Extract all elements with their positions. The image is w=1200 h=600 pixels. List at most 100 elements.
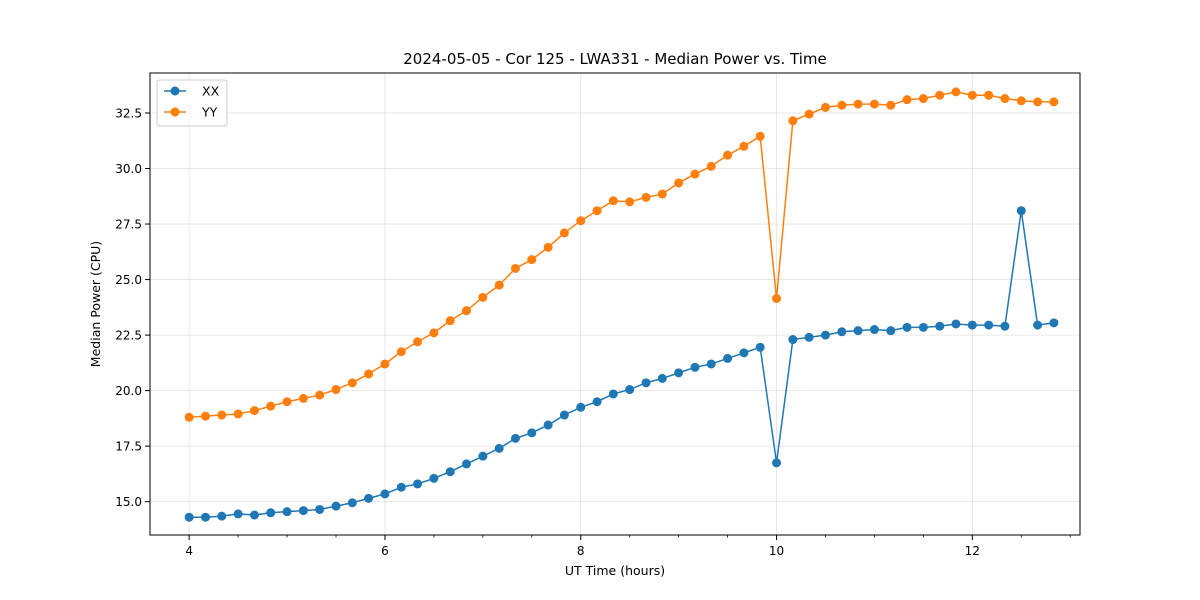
series-yy-point — [657, 189, 667, 199]
series-xx-point — [608, 389, 618, 399]
series-xx-point — [984, 320, 994, 330]
series-xx — [184, 206, 1059, 522]
series-xx-point — [461, 459, 471, 469]
series-yy-point — [217, 410, 227, 420]
series-xx-point — [951, 319, 961, 329]
x-axis-label: UT Time (hours) — [565, 563, 665, 578]
series-yy-point — [951, 87, 961, 97]
series-yy-point — [1033, 97, 1043, 107]
series-xx-point — [298, 506, 308, 516]
series-yy-point — [576, 216, 586, 226]
series-xx-point — [837, 327, 847, 337]
chart-title: 2024-05-05 - Cor 125 - LWA331 - Median P… — [403, 50, 827, 68]
series-yy-point — [201, 411, 211, 421]
plot-frame — [149, 72, 1081, 536]
series-xx-point — [331, 501, 341, 511]
series-xx-point — [804, 332, 814, 342]
series-xx-point — [723, 353, 733, 363]
series-yy-point — [396, 347, 406, 357]
series-yy-point — [1049, 97, 1059, 107]
y-axis-label: Median Power (CPU) — [88, 241, 103, 367]
series-yy-point — [494, 280, 504, 290]
x-tick-label: 6 — [381, 544, 389, 558]
series-xx-point — [429, 473, 439, 483]
x-tick-label: 4 — [185, 544, 193, 558]
series-yy-point — [380, 359, 390, 369]
series-xx-point — [559, 410, 569, 420]
series-yy-point — [1000, 94, 1010, 104]
series-yy-point — [755, 131, 765, 141]
series-yy-point — [820, 102, 830, 112]
series-xx-point — [576, 402, 586, 412]
series-yy-point — [674, 178, 684, 188]
series-yy-point — [266, 401, 276, 411]
y-tick-label: 20.0 — [115, 384, 142, 398]
series-yy-point — [739, 141, 749, 151]
legend-xx-marker — [170, 86, 180, 96]
series-yy-point — [429, 328, 439, 338]
series-yy-point — [478, 292, 488, 302]
series-xx-point — [380, 489, 390, 499]
series-yy-point — [723, 150, 733, 160]
series-yy-point — [984, 90, 994, 100]
x-tick-label: 12 — [965, 544, 980, 558]
series-xx-point — [902, 322, 912, 332]
series-layer — [184, 87, 1059, 522]
series-xx-point — [315, 504, 325, 514]
x-tick-label: 10 — [769, 544, 784, 558]
series-yy-point — [527, 255, 537, 265]
series-xx-point — [755, 342, 765, 352]
series-xx-point — [249, 510, 259, 520]
series-xx-point — [347, 498, 357, 508]
series-xx-point — [641, 378, 651, 388]
series-xx-point — [1033, 320, 1043, 330]
series-yy-point — [608, 196, 618, 206]
series-xx-point — [364, 493, 374, 503]
series-xx-point — [266, 508, 276, 518]
legend-yy-label: YY — [201, 105, 218, 120]
series-yy-point — [772, 293, 782, 303]
series-xx-point — [201, 512, 211, 522]
tick-layer: 4 6 8 10 12 15.0 17.5 20.0 22.5 25.0 27.5 30.0 32.5 — [115, 106, 1071, 558]
series-xx-point — [918, 322, 928, 332]
series-yy-point — [706, 161, 716, 171]
series-yy-point — [413, 337, 423, 347]
y-tick-label: 30.0 — [115, 162, 142, 176]
series-xx-point — [396, 482, 406, 492]
series-xx-point — [739, 348, 749, 358]
series-yy-point — [935, 90, 945, 100]
series-yy-point — [461, 306, 471, 316]
series-xx-point — [657, 373, 667, 383]
series-yy-point — [184, 412, 194, 422]
series-xx-point — [820, 330, 830, 340]
series-yy-point — [282, 397, 292, 407]
series-yy-point — [869, 99, 879, 109]
series-xx-point — [282, 507, 292, 517]
y-tick-label: 22.5 — [115, 329, 142, 343]
series-xx-point — [967, 320, 977, 330]
y-tick-label: 32.5 — [115, 106, 142, 120]
y-tick-label: 15.0 — [115, 495, 142, 509]
series-xx-point — [1016, 206, 1026, 216]
series-yy-point — [249, 406, 259, 416]
series-yy-point — [918, 94, 928, 104]
series-xx-point — [413, 479, 423, 489]
series-yy-point — [625, 197, 635, 207]
series-yy-point — [331, 385, 341, 395]
y-tick-label: 17.5 — [115, 440, 142, 454]
series-xx-point — [510, 433, 520, 443]
series-yy-point — [1016, 96, 1026, 106]
series-yy-point — [804, 109, 814, 119]
series-xx-point — [853, 326, 863, 336]
series-xx-point — [592, 397, 602, 407]
series-yy-point — [543, 242, 553, 252]
series-yy-point — [837, 100, 847, 110]
series-yy-point — [902, 95, 912, 105]
y-tick-label: 27.5 — [115, 218, 142, 232]
legend: XX YY — [156, 79, 228, 127]
series-xx-point — [233, 509, 243, 519]
series-xx-point — [527, 428, 537, 438]
series-yy-point — [788, 116, 798, 126]
series-yy — [184, 87, 1059, 422]
